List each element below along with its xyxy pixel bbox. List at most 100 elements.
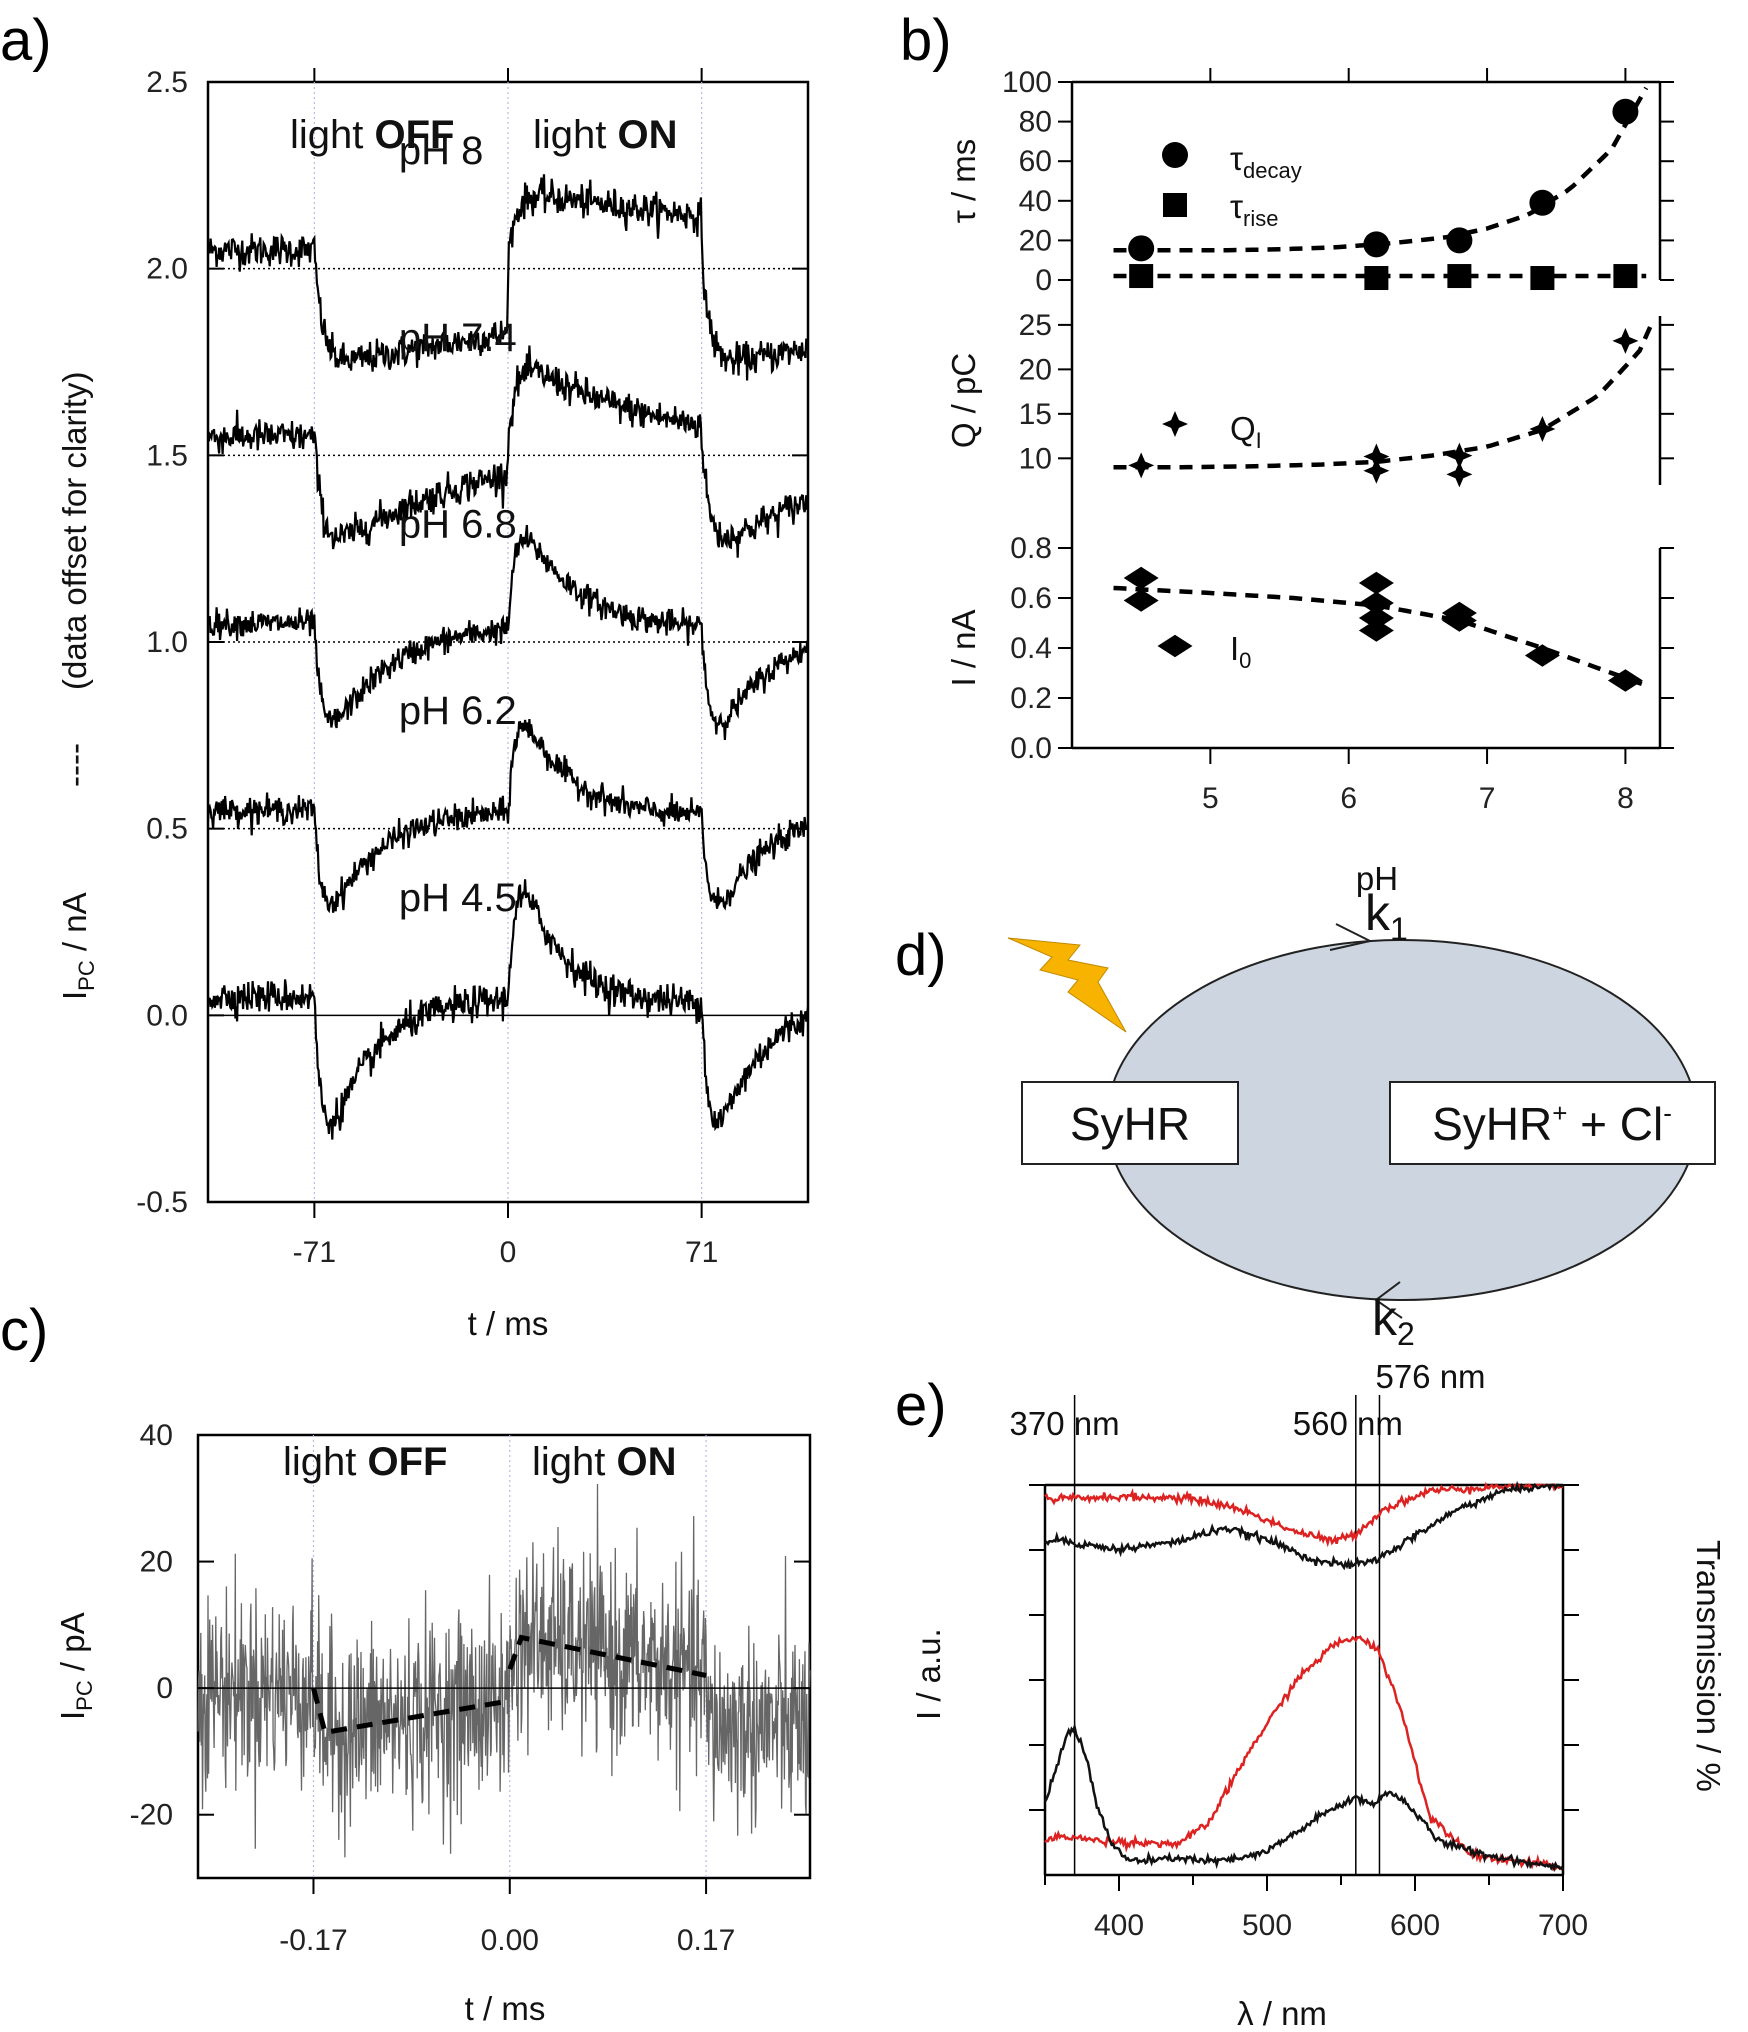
panel-b-xtick-label: 7 xyxy=(1479,782,1496,815)
panel-b-point xyxy=(1530,266,1555,291)
panel-a-xtick-label: 0 xyxy=(500,1236,517,1269)
panel-c-xtick-label: 0.17 xyxy=(677,1924,735,1957)
panel-e-xtick-label: 600 xyxy=(1390,1909,1440,1942)
panel-b-ytick-label: 20 xyxy=(1019,353,1052,386)
panel-b-point xyxy=(1446,461,1473,488)
panel-b-point xyxy=(1129,264,1154,289)
panel-label-c: c) xyxy=(0,1298,48,1363)
panel-e-y-label-left: I / a.u. xyxy=(910,1628,947,1720)
panel-b-point xyxy=(1612,98,1639,125)
panel-e-xtick-label: 500 xyxy=(1242,1909,1292,1942)
panel-c-ytick-label: 20 xyxy=(140,1546,173,1579)
panel-b-ytick-label: 0.8 xyxy=(1010,532,1052,565)
panel-b-ytick-label: 0 xyxy=(1035,264,1052,297)
panel-a-ytick-label: 0.5 xyxy=(146,813,188,846)
panel-label-e: e) xyxy=(895,1373,947,1438)
panel-c-x-label: t / ms xyxy=(465,1990,546,2027)
panel-a-series-label: pH 7.4 xyxy=(399,316,517,360)
panel-a-xtick-label: 71 xyxy=(685,1236,718,1269)
panel-c-noise-line xyxy=(197,1483,811,1858)
panel-b-y-label: Q / pC xyxy=(945,353,982,448)
panel-a-x-label: t / ms xyxy=(468,1305,549,1342)
panel-b-y-label: I / nA xyxy=(945,609,982,686)
panel-a-series-labels: pH 8 pH 7.4 pH 6.8 pH 6.2 pH 4.5 xyxy=(399,129,517,920)
syhr-box xyxy=(1021,1081,1239,1165)
panel-a-y-label: IPC / nA xyxy=(56,892,99,1000)
syhr-label: SyHR xyxy=(1070,1098,1190,1150)
panel-b-point xyxy=(1128,452,1155,479)
panel-b-point xyxy=(1529,415,1556,442)
panel-b-legend-marker xyxy=(1162,411,1188,437)
panel-b-legend-label: QI xyxy=(1230,410,1262,453)
panel-b-point xyxy=(1364,266,1389,291)
panel-b-point xyxy=(1524,644,1560,667)
panel-c-light-on-label: light ON xyxy=(532,1440,677,1484)
panel-a-trace-line xyxy=(206,879,810,1140)
panel-b-y-label: τ / ms xyxy=(945,139,982,224)
k1-label: k1 xyxy=(1365,885,1408,947)
panel-c-x-axis: -0.17 0.00 0.17 xyxy=(279,1878,735,1957)
panel-b-point xyxy=(1358,571,1394,595)
panel-b-point xyxy=(1358,619,1394,642)
panel-a-ytick-label: 1.5 xyxy=(146,439,188,472)
k2-label: k2 xyxy=(1372,1290,1415,1352)
panel-b-ytick-label: 20 xyxy=(1019,224,1052,257)
panel-e-emission-red-curve xyxy=(1044,1635,1564,1872)
panel-e-curves xyxy=(1043,1480,1565,1873)
panel-e-transmission-red-curve xyxy=(1044,1481,1564,1548)
panel-a-chart: -0.5 0.0 0.5 1.0 1.5 2.0 2.5 -71 0 71 pH 8 pH 7.4… xyxy=(56,66,810,1342)
panel-e-wavelength-label: 370 nm xyxy=(1010,1405,1120,1442)
panel-c-ytick-label: 40 xyxy=(140,1419,173,1452)
panel-b-ytick-label: 40 xyxy=(1019,185,1052,218)
panel-b-ytick-label: 0.4 xyxy=(1010,632,1052,665)
panel-b-legend-marker xyxy=(1157,634,1193,658)
panel-a-traces xyxy=(206,174,810,1140)
panel-c-ytick-label: -20 xyxy=(130,1799,173,1832)
panel-b-point xyxy=(1529,189,1556,216)
panel-c-frame xyxy=(196,1433,812,1880)
panel-c-fit-lines xyxy=(311,1634,707,1736)
panel-c-y-label: IPC / pA xyxy=(54,1612,97,1720)
panel-e-chart: 400 500 600 700 370 nm 560 nm 576 nm λ / nm I… xyxy=(910,1358,1727,2032)
panel-b-ytick-label: 15 xyxy=(1019,398,1052,431)
panel-a-y-axis: -0.5 0.0 0.5 1.0 1.5 2.0 2.5 xyxy=(136,66,808,1219)
panel-b-legend-label: τrise xyxy=(1230,188,1279,231)
panel-a-ytick-label: -0.5 xyxy=(136,1186,188,1219)
panel-b-x-label: pH xyxy=(1356,860,1398,897)
panel-b-ytick-label: 80 xyxy=(1019,106,1052,139)
arrow-k1-icon xyxy=(1329,923,1373,951)
panel-b-fit-line xyxy=(1113,319,1656,470)
panel-e-xtick-label: 400 xyxy=(1094,1909,1144,1942)
panel-a-ytick-label: 1.0 xyxy=(146,626,188,659)
panel-a-ytick-label: 2.0 xyxy=(146,253,188,286)
panel-b-ytick-label: 0.2 xyxy=(1010,682,1052,715)
panel-b-point xyxy=(1363,457,1390,484)
panel-a-y-label-note: (data offset for clarity) xyxy=(56,371,93,690)
panel-a-trace-line xyxy=(206,174,810,381)
panel-c-y-axis: -20 0 20 40 xyxy=(130,1419,810,1832)
panel-b-point xyxy=(1612,327,1639,354)
panel-b-xtick-label: 5 xyxy=(1202,782,1219,815)
panel-b-ytick-label: 10 xyxy=(1019,442,1052,475)
panel-a-trace-line xyxy=(206,345,810,558)
panel-a-series-label: pH 8 xyxy=(399,129,484,173)
panel-b-point xyxy=(1441,609,1477,632)
panel-b-xtick-label: 8 xyxy=(1617,782,1634,815)
panel-a-series-label: pH 6.8 xyxy=(399,502,517,546)
panel-b-point xyxy=(1446,442,1473,469)
panel-c-ytick-label: 0 xyxy=(156,1672,173,1705)
panel-a-series-label: pH 6.2 xyxy=(399,689,517,733)
panel-a-light-on-label: light ON xyxy=(533,113,678,157)
panel-b-ytick-label: 100 xyxy=(1002,66,1052,99)
panel-e-transmission-black-curve xyxy=(1044,1480,1564,1571)
panel-b-ytick-label: 0.0 xyxy=(1010,732,1052,765)
panel-b-point xyxy=(1607,669,1643,692)
panel-label-d: d) xyxy=(895,923,947,988)
panel-label-a: a) xyxy=(0,8,52,73)
panel-b-point xyxy=(1123,589,1159,612)
panel-e-wavelength-label: 560 nm xyxy=(1293,1405,1403,1442)
arrow-k2-icon xyxy=(1374,1281,1403,1319)
